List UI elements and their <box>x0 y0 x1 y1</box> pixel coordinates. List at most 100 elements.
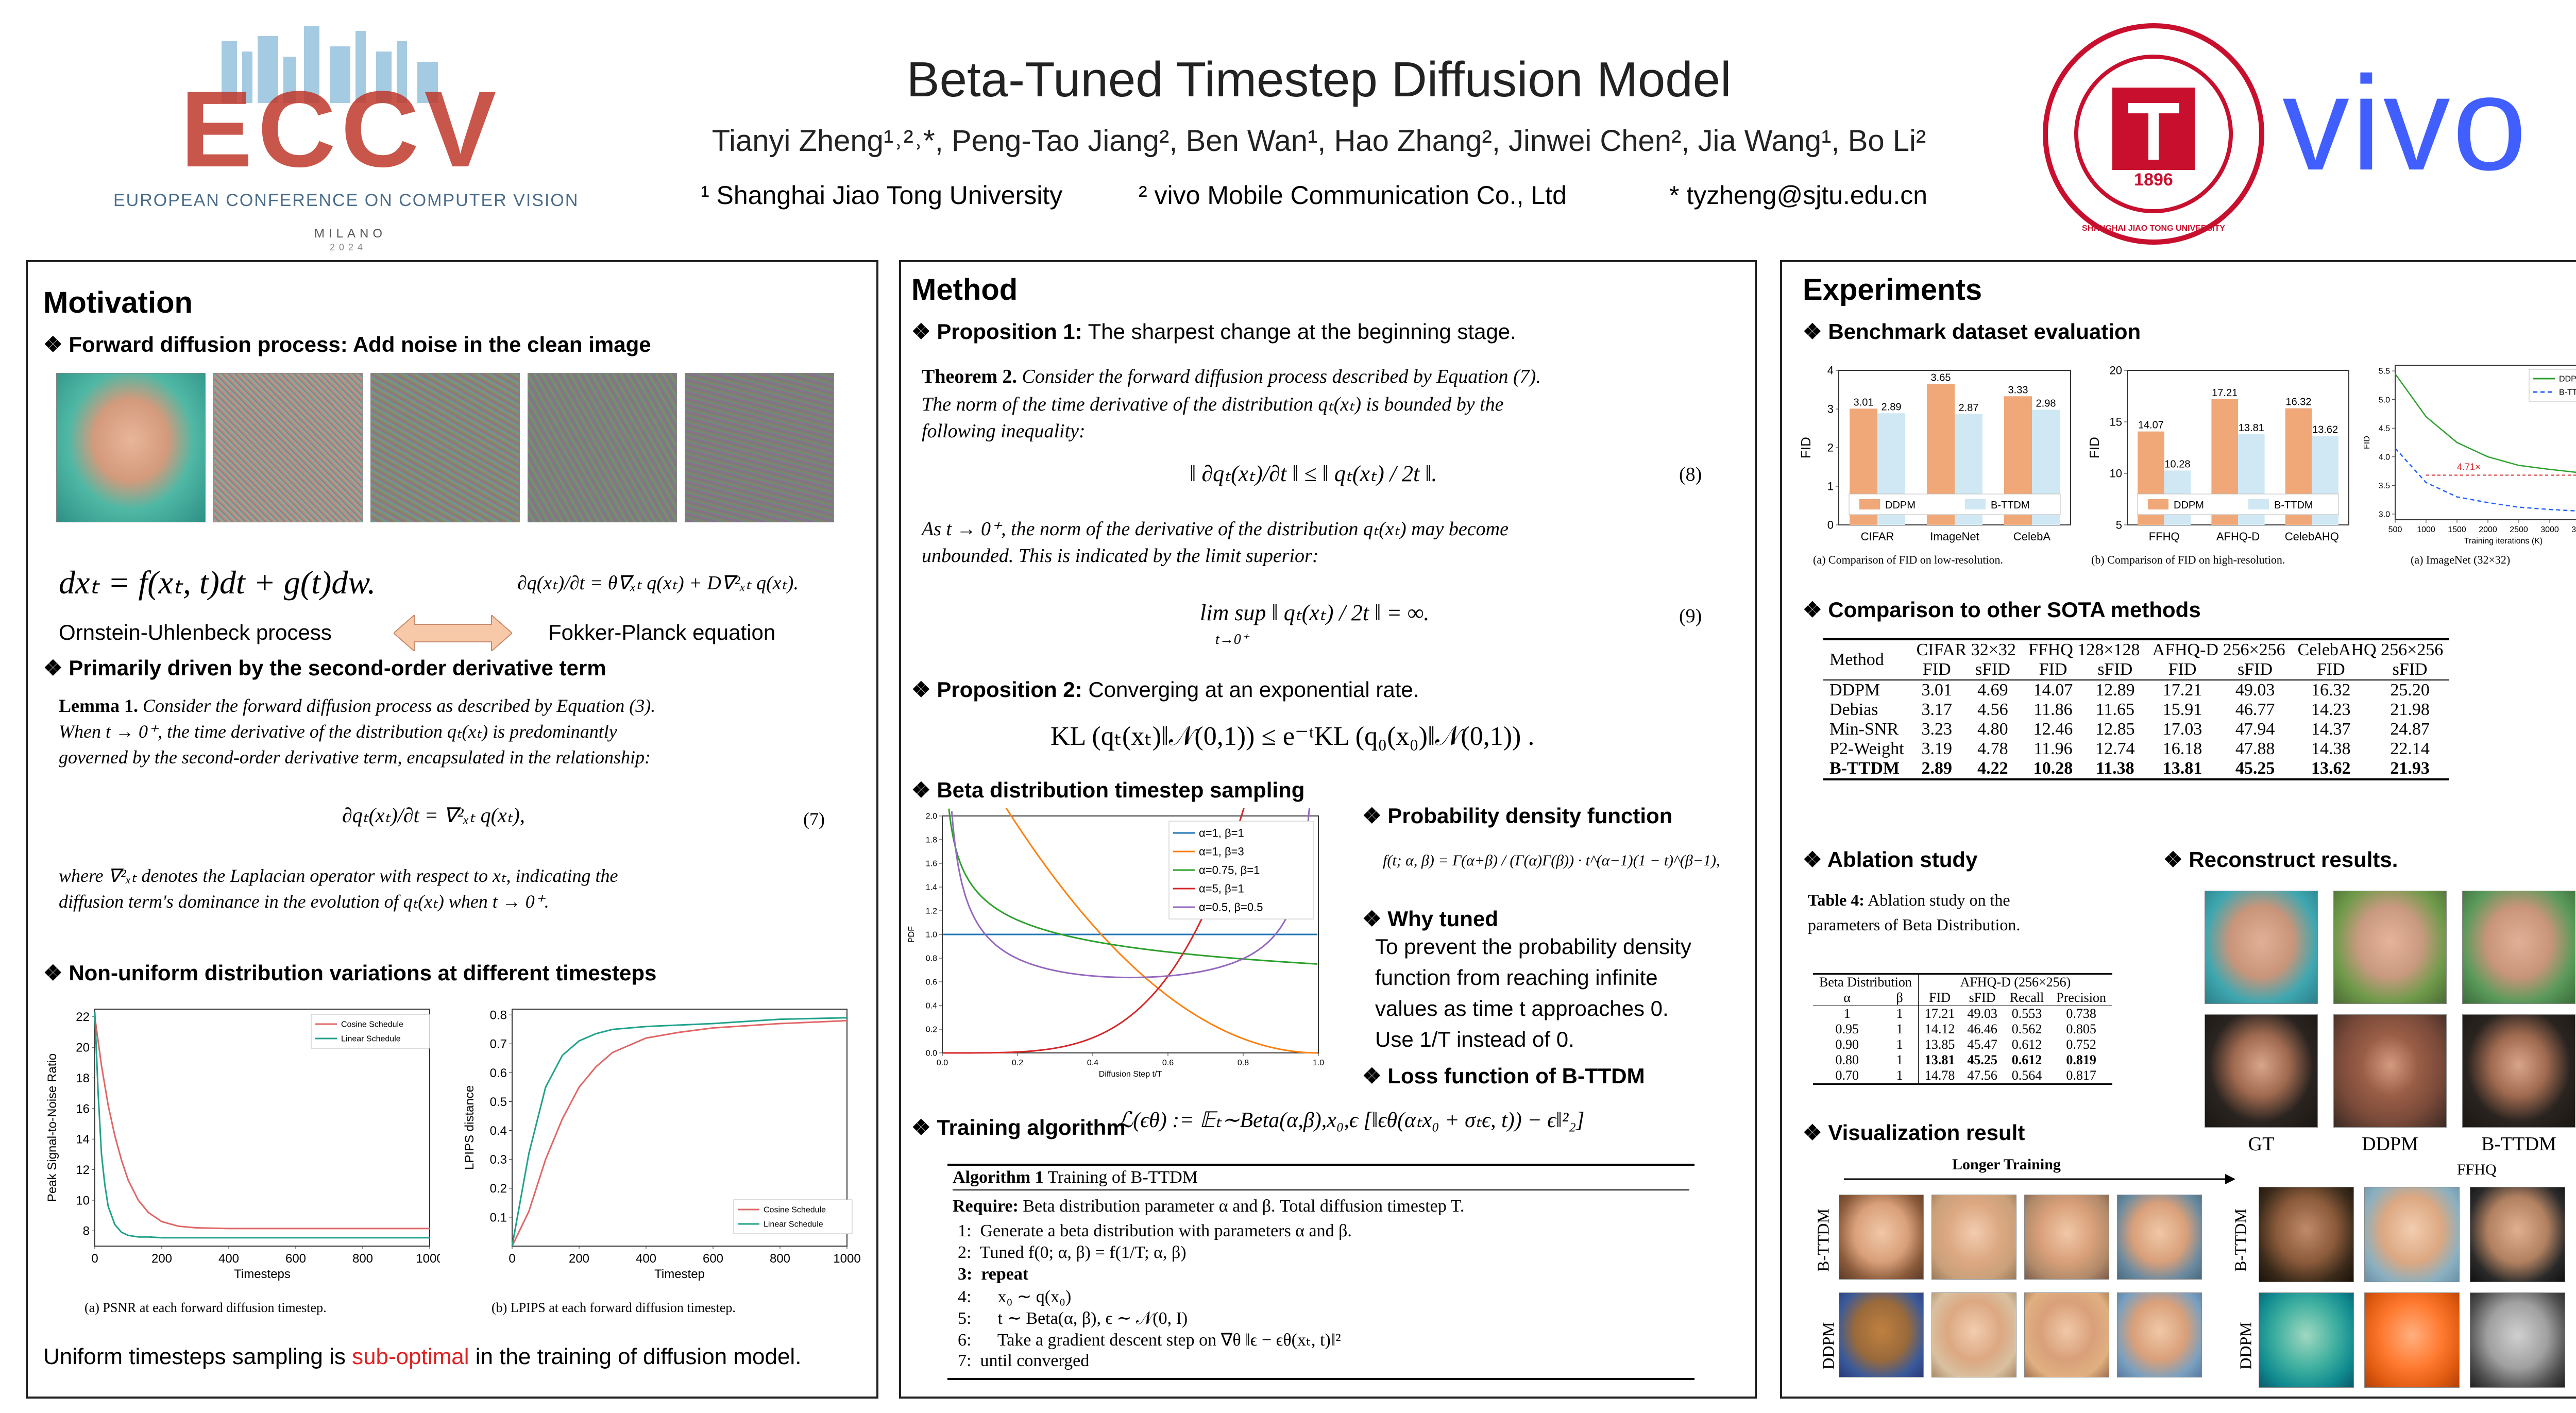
theorem-head: Theorem 2. <box>922 366 1018 387</box>
legend-label: DDPM <box>2559 375 2576 384</box>
series-line <box>2395 448 2576 512</box>
table-cell: 0.80 <box>1835 1052 1859 1067</box>
table-subheader-cell: Precision <box>2056 990 2107 1005</box>
vis-ddpm-2 <box>1931 1292 2016 1377</box>
x-tick-label: 0.8 <box>1238 1059 1249 1067</box>
table-cell: 14.12 <box>1924 1022 1955 1036</box>
table-subheader-cell: sFID <box>1975 660 2010 679</box>
legend-label: α=0.75, β=1 <box>1199 864 1260 877</box>
second-order-heading: ❖ Primarily driven by the second-order d… <box>43 656 606 680</box>
y-tick-label: 1.0 <box>926 931 937 940</box>
y-tick-label: 1.4 <box>926 883 937 892</box>
y-tick-label: 12 <box>76 1163 90 1177</box>
table-cell: 46.46 <box>1967 1022 1997 1036</box>
x-tick-label: 0 <box>509 1252 515 1266</box>
recon-man-bttdm <box>2462 1014 2575 1128</box>
x-tick-label: CIFAR <box>1861 530 1894 543</box>
table-cell: 0.95 <box>1835 1022 1859 1036</box>
table-cell: 17.21 <box>2162 680 2202 700</box>
vis-ffhq-ddpm-3 <box>2470 1292 2565 1388</box>
lpips-chart: 0 200 400 600 800 1000 0.1 0.2 0.3 0.4 0.5 0.6 0.7 0.… <box>463 1009 861 1281</box>
table-subheader-cell: sFID <box>2392 660 2428 679</box>
recon-label-bttdm: B-TTDM <box>2481 1133 2556 1155</box>
table-cell: 21.98 <box>2390 700 2430 719</box>
proposition-1: ❖ Proposition 1: The sharpest change at … <box>911 319 1516 344</box>
x-tick-label: 800 <box>352 1252 373 1266</box>
why-line-1: To prevent the probability density <box>1375 934 1692 959</box>
x-tick-label: 3500 <box>2571 525 2576 534</box>
table-cell: 2.89 <box>1921 759 1953 778</box>
table-cell: 13.81 <box>2162 759 2202 778</box>
y-axis-label: FID <box>1798 437 1814 458</box>
table-row: 0.95 1 14.12 46.46 0.562 0.805 <box>1813 1022 2112 1037</box>
table-cell: 11.86 <box>2033 700 2073 719</box>
algorithm-box: Algorithm 1 Training of B-TTDM Require: … <box>947 1164 1694 1380</box>
table-cell: 0.752 <box>2066 1037 2096 1052</box>
y-tick-label: 8 <box>83 1224 90 1238</box>
table-cell: 4.80 <box>1977 720 2008 739</box>
recon-man-ddpm <box>2333 1014 2447 1128</box>
table-cell: 13.62 <box>2311 759 2351 778</box>
x-tick-label: 200 <box>569 1252 589 1266</box>
row-label-ddpm: DDPM <box>1819 1322 1838 1370</box>
x-tick-label: 200 <box>151 1252 172 1266</box>
table-cell: 3.19 <box>1921 739 1953 758</box>
table-cell: 10.28 <box>2033 759 2073 778</box>
bar-value-label: 3.33 <box>2008 384 2028 396</box>
table-cell: 1 <box>1881 1052 1919 1068</box>
y-tick-label: 15 <box>2110 416 2122 429</box>
as-line-2: unbounded. This is indicated by the limi… <box>922 545 1319 567</box>
y-tick-label: 0.4 <box>490 1124 507 1138</box>
algorithm-line: 2: Tuned f(0; α, β) = f(1/T; α, β) <box>958 1243 1187 1262</box>
table-cell: 12.85 <box>2095 720 2135 739</box>
table-cell: 0.612 <box>2011 1037 2042 1052</box>
x-tick-label: 600 <box>703 1252 723 1266</box>
bar-value-label: 17.21 <box>2212 387 2238 399</box>
eccv-wordmark: ECCV <box>180 69 502 190</box>
table-subheader-cell: FID <box>1929 990 1951 1005</box>
legend-label: B-TTDM <box>2274 500 2313 511</box>
sjtu-logo: 1896 SHANGHAI JIAO TONG UNIVERSITY <box>2040 21 2267 247</box>
equation-8-number: (8) <box>1679 464 1702 485</box>
y-tick-label: 0.6 <box>490 1066 507 1080</box>
ffhq-label: FFHQ <box>2457 1161 2497 1178</box>
y-tick-label: 4 <box>1827 364 1834 377</box>
row-label-bttdm-ffhq: B-TTDM <box>2231 1208 2250 1272</box>
table-header-cell: AFHQ-D 256×256 <box>2152 640 2285 659</box>
eccv-subtitle: EUROPEAN CONFERENCE ON COMPUTER VISION <box>113 191 579 210</box>
table-cell: 0.819 <box>2066 1052 2096 1067</box>
where-line-1: where ∇²ₓₜ denotes the Laplacian operato… <box>59 865 618 886</box>
visualization-heading: ❖ Visualization result <box>1803 1120 2025 1145</box>
x-tick-label: ImageNet <box>1930 530 1979 543</box>
y-tick-label: 0.2 <box>490 1182 507 1196</box>
table-subheader-cell: FID <box>2039 660 2067 679</box>
vis-ddpm-1 <box>1839 1292 1924 1377</box>
why-line-3: values as time t approaches 0. <box>1375 996 1669 1020</box>
vis-ffhq-bttdm-3 <box>2470 1187 2565 1282</box>
x-tick-label: CelebA <box>2013 530 2050 543</box>
series-line <box>511 1017 848 1247</box>
y-tick-label: 0.8 <box>926 955 937 963</box>
y-tick-label: 1.8 <box>926 836 937 845</box>
fid-high-caption: (b) Comparison of FID on high-resolution… <box>2091 553 2285 566</box>
beta-sampling-heading: ❖ Beta distribution timestep sampling <box>911 778 1305 802</box>
x-tick-label: FFHQ <box>2149 530 2180 543</box>
table-cell: P2-Weight <box>1829 739 1904 758</box>
y-tick-label: 3.5 <box>2379 482 2390 490</box>
legend-swatch <box>2248 499 2269 509</box>
table-cell: 3.17 <box>1921 700 1953 719</box>
y-axis-label: PDF <box>907 926 916 943</box>
recon-man-gt <box>2205 1014 2318 1128</box>
table-cell: 14.07 <box>2033 680 2073 700</box>
sota-heading: ❖ Comparison to other SOTA methods <box>1803 598 2201 622</box>
proposition-2-label: ❖ Proposition 2: <box>911 677 1082 702</box>
x-tick-label: 1500 <box>2448 525 2466 534</box>
y-tick-label: 1 <box>1827 480 1834 493</box>
table-cell: 45.25 <box>1967 1052 1997 1067</box>
table-cell: 0.612 <box>2011 1052 2042 1067</box>
algorithm-require-label: Require: <box>953 1197 1019 1216</box>
as-line-1: As t → 0⁺, the norm of the derivative of… <box>922 518 1509 540</box>
y-tick-label: 16 <box>76 1102 90 1116</box>
x-axis-label: Timesteps <box>234 1267 291 1281</box>
y-tick-label: 3.0 <box>2379 510 2390 519</box>
